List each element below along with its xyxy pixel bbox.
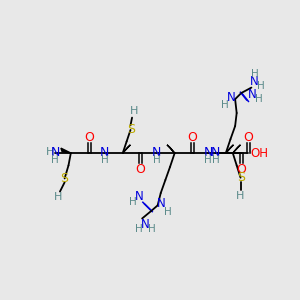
Text: H: H [129, 106, 138, 116]
Text: N: N [248, 88, 256, 101]
Text: N: N [250, 75, 259, 88]
Text: O: O [188, 131, 197, 144]
Text: O: O [85, 131, 94, 144]
Text: H: H [54, 192, 63, 202]
Text: H: H [164, 207, 172, 217]
Text: H: H [148, 224, 155, 234]
Text: S: S [237, 171, 245, 184]
Polygon shape [167, 145, 175, 153]
Text: H: H [52, 155, 59, 165]
Text: OH: OH [250, 146, 268, 160]
Text: H: H [236, 191, 245, 201]
Polygon shape [61, 148, 71, 153]
Text: N: N [227, 91, 236, 104]
Text: N: N [100, 146, 110, 159]
Text: H: H [221, 100, 229, 110]
Text: N: N [203, 146, 213, 159]
Text: S: S [127, 123, 135, 136]
Text: N: N [51, 146, 60, 159]
Text: S: S [60, 172, 68, 185]
Text: H: H [153, 155, 161, 165]
Text: H: H [101, 155, 109, 165]
Text: H: H [257, 81, 265, 91]
Text: O: O [243, 131, 253, 144]
Text: H: H [46, 147, 54, 157]
Text: N: N [157, 197, 166, 210]
Text: N: N [135, 190, 143, 203]
Text: H: H [250, 69, 258, 79]
Text: O: O [136, 163, 146, 176]
Text: H: H [254, 94, 262, 104]
Text: O: O [236, 163, 246, 176]
Polygon shape [233, 145, 240, 153]
Text: N: N [211, 146, 220, 159]
Text: N: N [141, 218, 150, 231]
Text: H: H [135, 224, 143, 234]
Text: H: H [204, 155, 212, 165]
Text: H: H [212, 155, 220, 165]
Text: H: H [129, 196, 137, 206]
Text: N: N [152, 146, 161, 159]
Polygon shape [226, 145, 233, 153]
Polygon shape [123, 145, 130, 153]
